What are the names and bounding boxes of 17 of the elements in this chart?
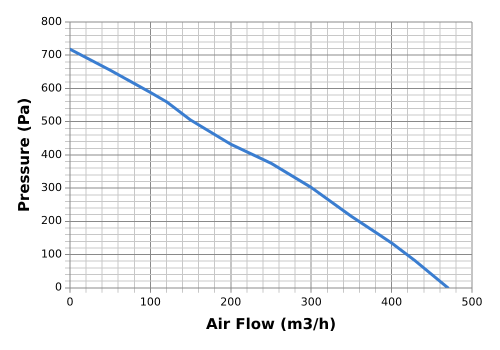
y-tick-label: 100 [40,247,62,260]
y-tick-label: 500 [40,114,62,128]
y-tick-label: 700 [40,48,62,62]
y-tick-label: 400 [40,148,62,161]
x-tick-label: 300 [300,295,322,308]
x-tick-label: 0 [66,295,74,308]
y-axis-title: Pressure (Pa) [14,98,33,212]
y-tick-label: 300 [40,180,62,194]
x-tick-label: 500 [462,295,482,308]
y-tick-label: 600 [40,81,62,94]
y-tick-label: 200 [40,214,62,228]
x-tick-label: 100 [140,295,161,308]
x-tick-label: 200 [220,295,242,308]
x-tick-label: 400 [381,295,402,308]
x-axis-title: Air Flow (m3/h) [206,314,336,333]
y-tick-label: 800 [40,14,62,28]
y-tick-label: 0 [54,280,62,294]
